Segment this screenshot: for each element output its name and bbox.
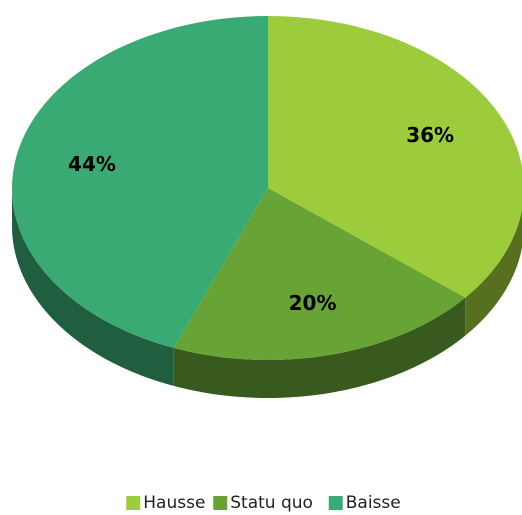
pie-slice [173, 188, 466, 360]
legend-swatch [126, 496, 141, 510]
value-label: 20% [289, 291, 337, 315]
value-label: 36% [406, 123, 454, 147]
pie-side [173, 297, 466, 398]
value-label: 44% [68, 152, 116, 176]
legend-label: Statu quo [230, 493, 313, 513]
legend-swatch [213, 496, 228, 510]
legend-swatch [328, 496, 343, 510]
pie-slice [268, 16, 522, 298]
legend-label: Baisse [346, 493, 401, 513]
pie-slice [12, 16, 269, 348]
legend-label: Hausse [143, 493, 205, 513]
pie-side [12, 188, 174, 386]
pie-side [465, 209, 522, 336]
